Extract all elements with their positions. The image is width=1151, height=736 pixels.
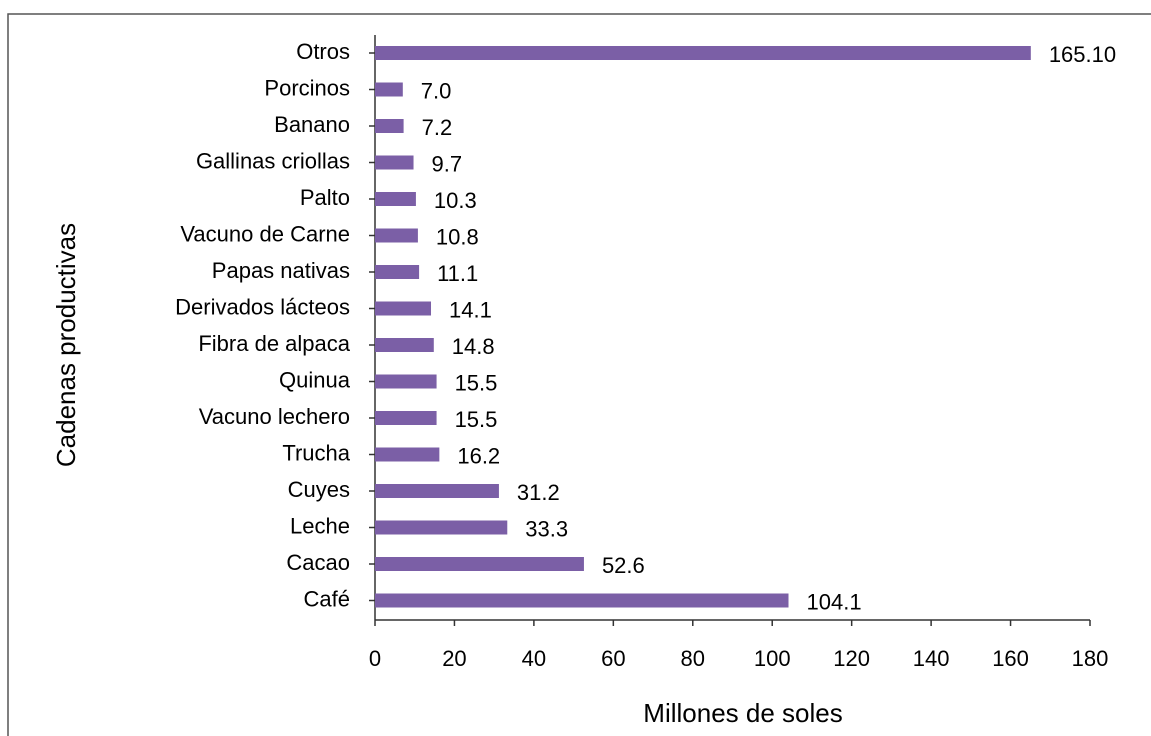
bar <box>375 82 403 97</box>
bar <box>375 520 508 535</box>
y-axis-title: Cadenas productivas <box>51 223 81 467</box>
bar <box>375 374 437 389</box>
bar <box>375 192 416 206</box>
value-label: 16.2 <box>457 443 500 468</box>
x-tick-label: 180 <box>1072 646 1109 671</box>
bar <box>375 593 789 608</box>
bar <box>375 557 584 571</box>
bar <box>375 46 1031 60</box>
y-tick-label: Vacuno de Carne <box>180 221 350 246</box>
value-label: 31.2 <box>517 480 560 505</box>
value-label: 33.3 <box>525 516 568 541</box>
value-label: 15.5 <box>455 370 498 395</box>
value-label: 165.10 <box>1049 42 1116 67</box>
value-label: 9.7 <box>432 151 463 176</box>
value-label: 11.1 <box>437 261 478 286</box>
x-axis-title: Millones de soles <box>643 698 842 728</box>
y-tick-label: Derivados lácteos <box>175 294 350 319</box>
value-label: 7.2 <box>422 115 453 140</box>
y-tick-label: Trucha <box>282 440 350 465</box>
x-tick-label: 60 <box>601 646 625 671</box>
frame <box>7 13 1151 736</box>
x-tick-label: 140 <box>913 646 950 671</box>
y-tick-label: Vacuno lechero <box>199 404 350 429</box>
bar <box>375 447 440 462</box>
bar <box>375 265 420 279</box>
x-tick-label: 160 <box>992 646 1029 671</box>
value-label: 7.0 <box>421 78 452 103</box>
y-tick-label: Banano <box>274 112 350 137</box>
x-tick-label: 120 <box>833 646 870 671</box>
y-tick-label: Palto <box>300 185 350 210</box>
bar <box>375 484 499 498</box>
y-tick-label: Papas nativas <box>212 258 350 283</box>
bar <box>375 411 437 425</box>
value-label: 104.1 <box>807 589 862 614</box>
x-tick-label: 0 <box>369 646 381 671</box>
x-tick-label: 80 <box>681 646 705 671</box>
y-tick-label: Café <box>304 586 350 611</box>
y-tick-label: Cuyes <box>288 477 350 502</box>
y-tick-label: Fibra de alpaca <box>198 331 350 356</box>
y-tick-label: Gallinas criollas <box>196 148 350 173</box>
value-label: 14.8 <box>452 334 495 359</box>
y-tick-label: Cacao <box>286 550 350 575</box>
value-label: 52.6 <box>602 553 645 578</box>
x-tick-label: 40 <box>522 646 546 671</box>
value-label: 10.8 <box>436 224 479 249</box>
y-tick-label: Otros <box>296 39 350 64</box>
value-label: 10.3 <box>434 188 477 213</box>
y-tick-label: Quinua <box>279 367 351 392</box>
bar <box>375 155 414 170</box>
x-tick-label: 100 <box>754 646 791 671</box>
value-label: 15.5 <box>455 407 498 432</box>
y-tick-label: Leche <box>290 513 350 538</box>
x-tick-label: 20 <box>442 646 466 671</box>
bar <box>375 228 418 243</box>
y-tick-label: Porcinos <box>264 75 350 100</box>
bar <box>375 301 432 316</box>
bar <box>375 338 434 352</box>
bar <box>375 119 404 133</box>
value-label: 14.1 <box>449 297 492 322</box>
